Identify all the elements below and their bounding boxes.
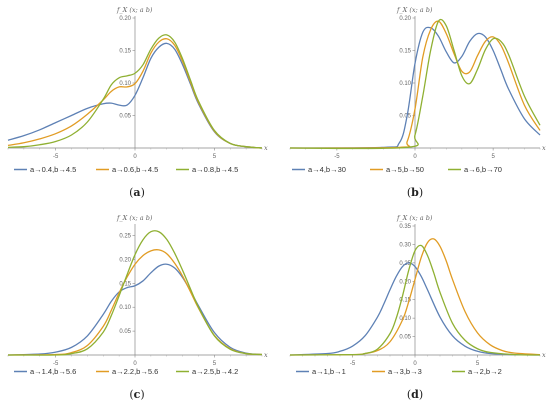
y-tick-label: 0.35	[399, 224, 411, 230]
legend-label-2: a→3,b→3	[388, 367, 422, 376]
y-tick-label: 0.05	[399, 335, 411, 341]
chart-panel-c: -5 0 5 0.05 0.10 0.15 0.20 0.25 f_X (x; a b) x a→1…	[7, 214, 268, 401]
x-tick-label: -5	[350, 361, 356, 367]
legend-label-2: a→0.6,b→4.5	[112, 165, 158, 174]
legend-label-3: a→2.5,b→4.2	[192, 367, 238, 376]
series-line-3	[7, 230, 263, 356]
x-tick-label: 0	[413, 361, 417, 367]
legend-label-1: a→4,b→30	[308, 165, 346, 174]
y-tick-label: 0.05	[119, 329, 131, 335]
y-tick-label: 0.15	[399, 298, 411, 304]
x-tick-label: 5	[213, 154, 217, 160]
x-tick-label: -5	[53, 361, 59, 367]
x-axis-label: x	[264, 351, 268, 359]
y-tick-label: 0.25	[119, 234, 131, 240]
panel-label: (c)	[129, 388, 144, 401]
y-tick-label: 0.20	[119, 16, 131, 22]
y-axis-label: f_X (x; a b)	[116, 6, 153, 14]
x-tick-label: -5	[334, 154, 340, 160]
panel-label: (d)	[407, 388, 423, 401]
series-line-1	[7, 263, 263, 356]
panel-label: (a)	[129, 186, 145, 199]
y-axis-label: f_X (x; a b)	[396, 214, 433, 222]
y-tick-label: 0.10	[119, 305, 131, 311]
y-tick-label: 0.10	[399, 81, 411, 87]
x-tick-label: 0	[133, 361, 137, 367]
y-tick-label: 0.10	[399, 316, 411, 322]
legend-label-1: a→0.4,b→4.5	[30, 165, 76, 174]
series-line-1	[289, 262, 541, 356]
series-line-2	[289, 238, 541, 356]
legend-label-3: a→0.8,b→4.5	[192, 165, 238, 174]
legend-label-1: a→1.4,b→5.6	[30, 367, 76, 376]
series-line-3	[7, 34, 263, 149]
y-tick-label: 0.05	[119, 114, 131, 120]
x-axis-label: x	[542, 351, 546, 359]
y-tick-label: 0.20	[119, 257, 131, 263]
x-tick-label: 5	[491, 154, 495, 160]
x-tick-label: 0	[413, 154, 417, 160]
series-line-3	[289, 244, 541, 356]
legend-label-1: a→1,b→1	[312, 367, 346, 376]
legend-label-3: a→6,b→70	[464, 165, 502, 174]
y-tick-label: 0.20	[399, 16, 411, 22]
y-tick-label: 0.15	[119, 281, 131, 287]
x-tick-label: 0	[133, 154, 137, 160]
y-tick-label: 0.15	[119, 49, 131, 55]
x-tick-label: 5	[476, 361, 480, 367]
x-axis-label: x	[542, 144, 546, 152]
chart-panel-b: -5 0 5 0.05 0.10 0.15 0.20 f_X (x; a b) x a→4,b→3…	[289, 6, 546, 199]
y-axis-label: f_X (x; a b)	[396, 6, 433, 14]
legend-label-3: a→2,b→2	[468, 367, 502, 376]
legend-label-2: a→2.2,b→5.6	[112, 367, 158, 376]
x-axis-label: x	[264, 144, 268, 152]
y-axis-label: f_X (x; a b)	[116, 214, 153, 222]
panel-label: (b)	[407, 186, 423, 199]
chart-panel-d: -5 0 50.050.100.150.200.250.300.35f_X (x; …	[289, 214, 546, 401]
y-tick-label: 0.10	[119, 81, 131, 87]
series-line-3	[289, 18, 541, 150]
x-tick-label: 5	[213, 361, 217, 367]
series-line-1	[289, 26, 541, 149]
y-tick-label: 0.30	[399, 242, 411, 248]
chart-panel-a: -5 0 5 0.05 0.10 0.15 0.20 f_X (x; a b) x a→0.4,b…	[7, 6, 268, 199]
y-tick-label: 0.05	[399, 114, 411, 120]
legend-label-2: a→5,b→50	[386, 165, 424, 174]
x-tick-label: -5	[53, 154, 59, 160]
y-tick-label: 0.15	[399, 49, 411, 55]
